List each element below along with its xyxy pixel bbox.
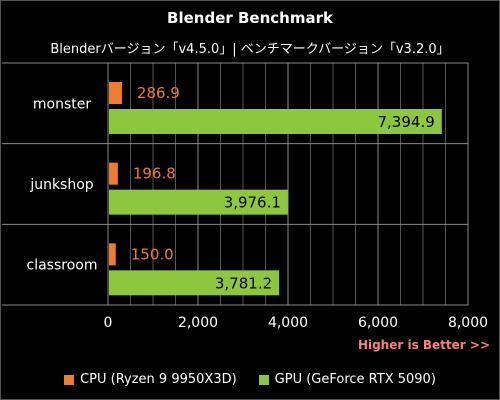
data-label-gpu: 3,976.1 (224, 194, 281, 212)
bar-cpu (109, 82, 122, 104)
category-label: classroom (27, 258, 98, 274)
bar-gpu (109, 109, 442, 134)
x-tick-label: 4,000 (268, 315, 308, 331)
bar-gpu (109, 189, 288, 215)
data-label-cpu: 150.0 (131, 245, 174, 263)
legend: CPU (Ryzen 9 9950X3D) GPU (GeForce RTX 5… (0, 372, 500, 387)
legend-label-gpu: GPU (GeForce RTX 5090) (274, 372, 436, 387)
data-label-cpu: 286.9 (137, 84, 180, 102)
legend-label-cpu: CPU (Ryzen 9 9950X3D) (80, 372, 237, 387)
x-tick-label: 8,000 (448, 315, 488, 331)
x-tick-label: 0 (104, 315, 113, 331)
data-label-cpu: 196.8 (133, 165, 176, 183)
x-tick-label: 2,000 (178, 315, 218, 331)
data-label-gpu: 3,781.2 (215, 274, 272, 292)
legend-swatch-gpu (258, 374, 269, 385)
legend-item-gpu: GPU (GeForce RTX 5090) (258, 372, 436, 387)
legend-swatch-cpu (64, 374, 75, 385)
legend-item-cpu: CPU (Ryzen 9 9950X3D) (64, 372, 237, 387)
category-label: monster (33, 96, 91, 112)
chart-title: Blender Benchmark (167, 9, 333, 27)
bar-gpu (109, 270, 280, 296)
data-label-gpu: 7,394.9 (378, 113, 435, 131)
bar-cpu (109, 162, 118, 185)
higher-is-better-note: Higher is Better >> (357, 338, 490, 352)
chart-subtitle: Blenderバージョン「v4.5.0」| ベンチマークバージョン「v3.2.0… (50, 42, 450, 57)
category-label: junkshop (29, 177, 93, 193)
bar-cpu (109, 243, 116, 266)
x-tick-label: 6,000 (358, 315, 398, 331)
